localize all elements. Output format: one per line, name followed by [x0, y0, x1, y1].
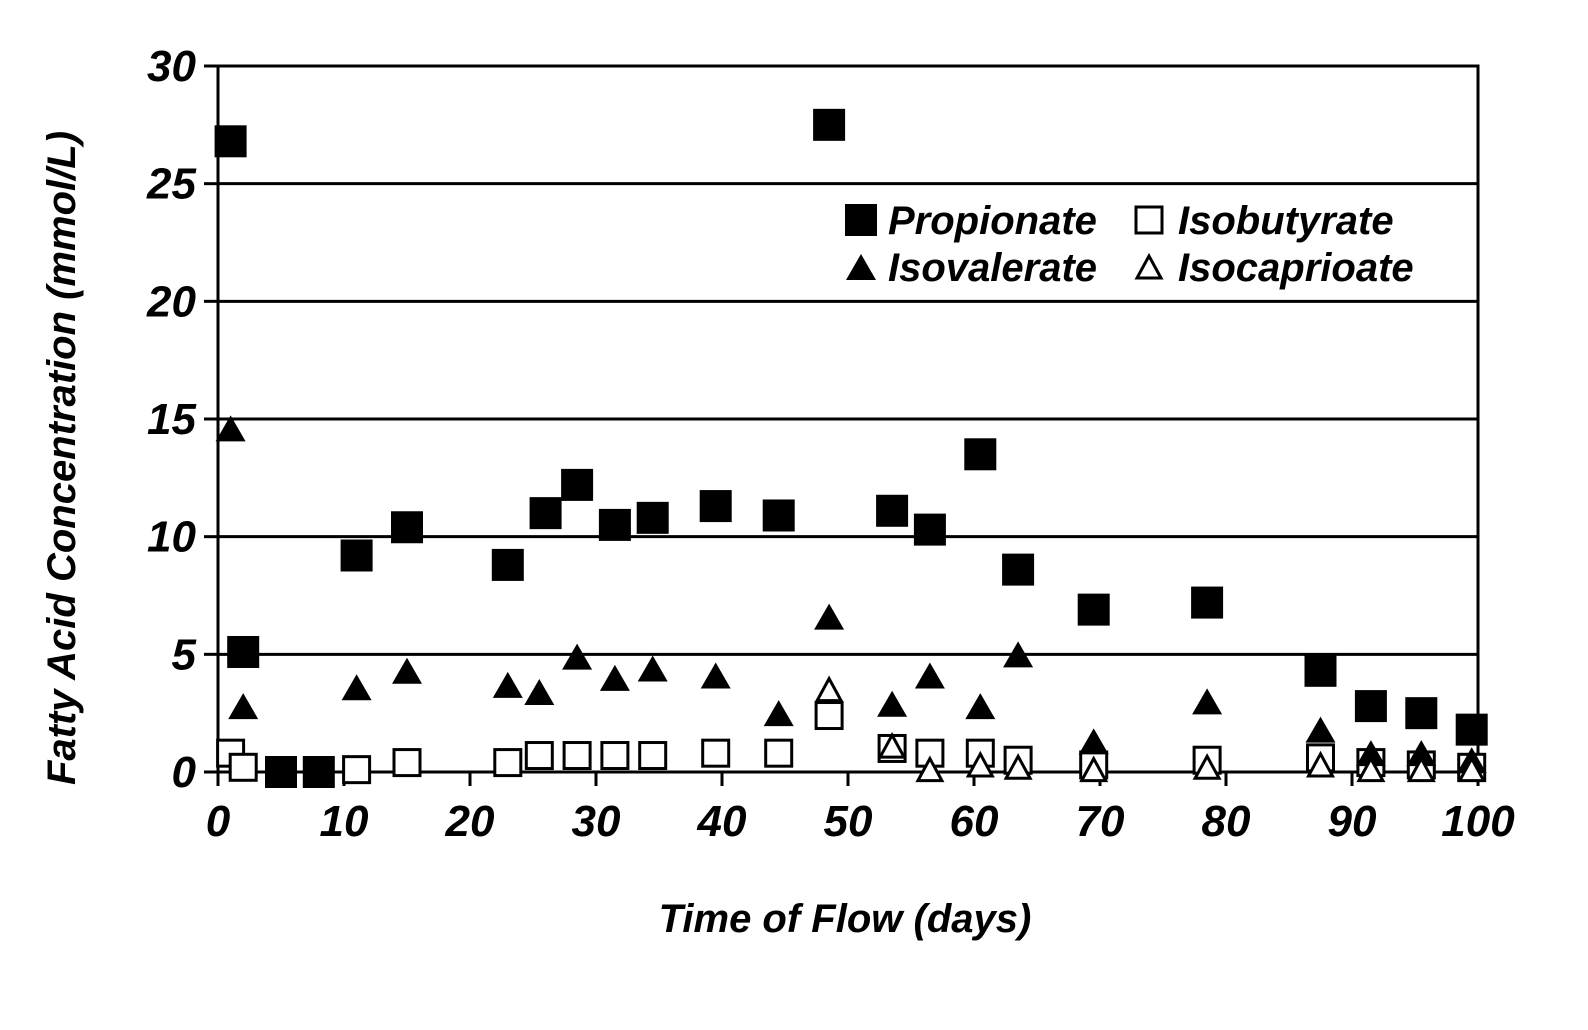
y-tick-label: 10 — [147, 513, 196, 562]
isovalerate-point — [915, 663, 945, 689]
propionate-point — [215, 125, 247, 157]
isovalerate-point — [965, 693, 995, 719]
isobutyrate-point — [602, 743, 628, 769]
isovalerate-point — [1079, 728, 1109, 754]
propionate-point — [763, 499, 795, 531]
isovalerate-point — [493, 672, 523, 698]
y-axis-title: Fatty Acid Concentration (mmol/L) — [40, 131, 84, 785]
isobutyrate-point — [640, 743, 666, 769]
x-tick-label: 40 — [697, 797, 747, 846]
x-tick-label: 60 — [950, 797, 999, 846]
x-tick-label: 100 — [1441, 797, 1515, 846]
x-tick-label: 50 — [824, 797, 873, 846]
propionate-point — [265, 756, 297, 788]
propionate-point — [1191, 587, 1223, 619]
x-tick-label: 20 — [445, 797, 495, 846]
propionate-point — [530, 497, 562, 529]
isobutyrate-point — [495, 750, 521, 776]
isovalerate-point — [701, 663, 731, 689]
x-tick-label: 0 — [206, 797, 231, 846]
isovalerate-point — [600, 665, 630, 691]
isobutyrate-point — [526, 743, 552, 769]
propionate-point — [1405, 697, 1437, 729]
propionate-point — [391, 511, 423, 543]
legend-label-isobutyrate: Isobutyrate — [1178, 199, 1394, 243]
x-tick-label: 90 — [1328, 797, 1377, 846]
y-tick-label: 25 — [146, 160, 196, 209]
isovalerate-point — [1192, 688, 1222, 714]
isobutyrate-point — [230, 754, 256, 780]
isovalerate-point — [877, 691, 907, 717]
legend-marker-isocaprioate — [1137, 256, 1161, 278]
isobutyrate-point — [344, 757, 370, 783]
legend: Propionate Isobutyrate Isovalerate Isocapri… — [845, 199, 1414, 290]
legend-marker-propionate — [845, 204, 877, 236]
propionate-point — [1002, 554, 1034, 586]
isobutyrate-point — [766, 740, 792, 766]
isovalerate-point — [1306, 717, 1336, 743]
isovalerate-point — [342, 674, 372, 700]
propionate-point — [561, 469, 593, 501]
propionate-point — [492, 549, 524, 581]
x-tick-label: 80 — [1202, 797, 1251, 846]
isobutyrate-point — [816, 703, 842, 729]
y-tick-label: 30 — [147, 42, 196, 91]
isovalerate-point — [638, 655, 668, 681]
isovalerate-point — [392, 658, 422, 684]
propionate-point — [876, 495, 908, 527]
legend-label-propionate: Propionate — [888, 199, 1097, 243]
y-tick-label: 20 — [146, 277, 196, 326]
isovalerate-point — [524, 679, 554, 705]
propionate-point — [599, 509, 631, 541]
legend-label-isovalerate: Isovalerate — [888, 246, 1097, 290]
x-axis-title: Time of Flow (days) — [659, 897, 1032, 941]
isovalerate-point — [764, 700, 794, 726]
y-tick-label: 15 — [147, 395, 196, 444]
propionate-point — [700, 490, 732, 522]
legend-label-isocaprioate: Isocaprioate — [1178, 246, 1414, 290]
propionate-point — [1078, 594, 1110, 626]
legend-marker-isobutyrate — [1136, 207, 1162, 233]
propionate-point — [813, 109, 845, 141]
propionate-point — [1355, 690, 1387, 722]
y-tick-label: 5 — [172, 630, 197, 679]
isocaprioate-point — [817, 679, 841, 701]
x-tick-label: 30 — [572, 797, 621, 846]
isovalerate-point — [228, 693, 258, 719]
propionate-point — [1305, 655, 1337, 687]
propionate-point — [341, 539, 373, 571]
isobutyrate-point — [703, 740, 729, 766]
isobutyrate-point — [394, 750, 420, 776]
x-tick-label: 10 — [320, 797, 369, 846]
legend-marker-isovalerate — [846, 254, 876, 280]
isovalerate-point — [814, 604, 844, 630]
propionate-point — [1456, 714, 1488, 746]
isovalerate-point — [562, 644, 592, 670]
propionate-point — [637, 502, 669, 534]
propionate-point — [303, 756, 335, 788]
series-isovalerate — [216, 415, 1487, 773]
propionate-point — [227, 636, 259, 668]
propionate-point — [964, 438, 996, 470]
x-tick-label: 70 — [1076, 797, 1125, 846]
propionate-point — [914, 514, 946, 546]
isobutyrate-point — [564, 743, 590, 769]
y-tick-label: 0 — [172, 748, 197, 797]
